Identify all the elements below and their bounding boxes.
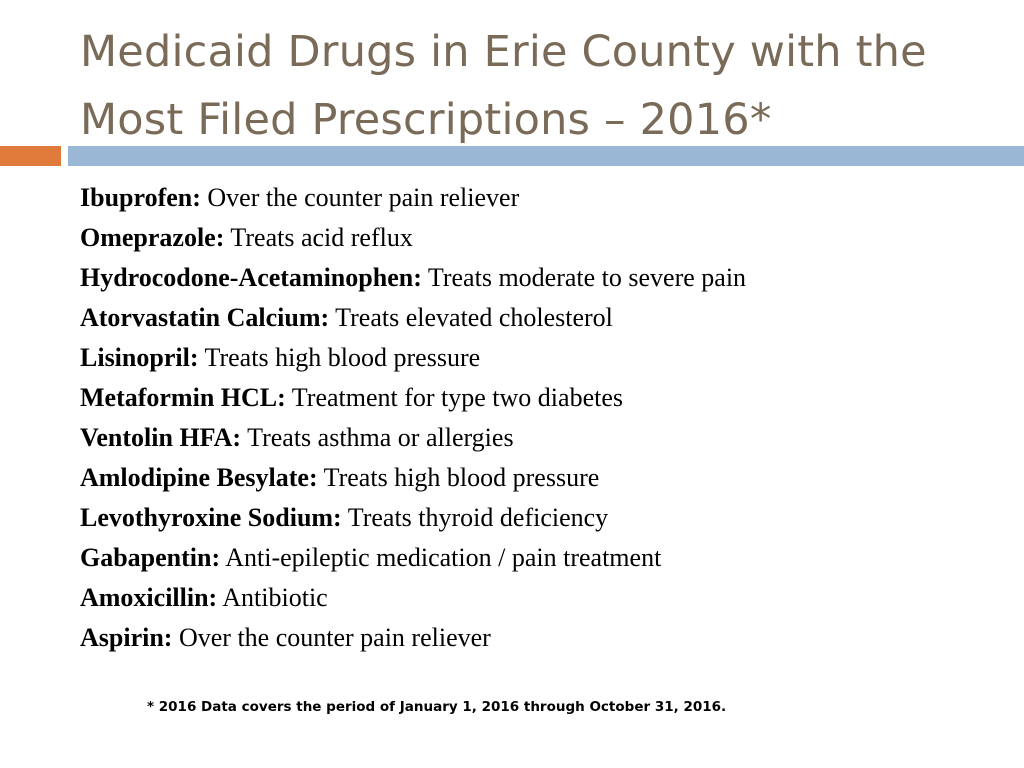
drug-name: Atorvastatin Calcium:: [80, 303, 330, 332]
drug-item: Aspirin: Over the counter pain reliever: [80, 618, 746, 658]
drug-description: Treats thyroid deficiency: [341, 503, 609, 532]
drug-name: Lisinopril:: [80, 343, 199, 372]
drug-list: Ibuprofen: Over the counter pain relieve…: [80, 178, 746, 658]
drug-description: Treats elevated cholesterol: [329, 303, 613, 332]
slide-title: Medicaid Drugs in Erie County with the Mo…: [80, 18, 1010, 154]
drug-item: Metaformin HCL: Treatment for type two d…: [80, 378, 746, 418]
drug-description: Treats high blood pressure: [317, 463, 600, 492]
drug-description: Over the counter pain reliever: [200, 183, 520, 212]
drug-name: Amlodipine Besylate:: [80, 463, 318, 492]
drug-item: Amlodipine Besylate: Treats high blood p…: [80, 458, 746, 498]
drug-item: Hydrocodone-Acetaminophen: Treats modera…: [80, 258, 746, 298]
drug-name: Ventolin HFA:: [80, 423, 242, 452]
drug-name: Amoxicillin:: [80, 583, 218, 612]
drug-description: Antibiotic: [217, 583, 328, 612]
drug-name: Omeprazole:: [80, 223, 225, 252]
drug-description: Treats high blood pressure: [198, 343, 481, 372]
drug-name: Hydrocodone-Acetaminophen:: [80, 263, 422, 292]
drug-item: Atorvastatin Calcium: Treats elevated ch…: [80, 298, 746, 338]
drug-name: Metaformin HCL:: [80, 383, 286, 412]
footnote: * 2016 Data covers the period of January…: [147, 699, 727, 715]
slide-title-line-2: Most Filed Prescriptions – 2016*: [80, 95, 772, 145]
drug-description: Treatment for type two diabetes: [285, 383, 623, 412]
drug-item: Gabapentin: Anti-epileptic medication / …: [80, 538, 746, 578]
drug-name: Aspirin:: [80, 623, 173, 652]
drug-description: Treats moderate to severe pain: [421, 263, 747, 292]
drug-description: Over the counter pain reliever: [172, 623, 491, 652]
drug-name: Gabapentin:: [80, 543, 221, 572]
accent-bar-orange: [0, 146, 61, 166]
drug-description: Treats asthma or allergies: [241, 423, 514, 452]
drug-item: Levothyroxine Sodium: Treats thyroid def…: [80, 498, 746, 538]
drug-item: Ibuprofen: Over the counter pain relieve…: [80, 178, 746, 218]
drug-name: Levothyroxine Sodium:: [80, 503, 342, 532]
drug-description: Treats acid reflux: [224, 223, 413, 252]
drug-description: Anti-epileptic medication / pain treatme…: [220, 543, 662, 572]
drug-item: Omeprazole: Treats acid reflux: [80, 218, 746, 258]
drug-item: Ventolin HFA: Treats asthma or allergies: [80, 418, 746, 458]
slide-title-line-1: Medicaid Drugs in Erie County with the: [80, 27, 927, 77]
drug-item: Lisinopril: Treats high blood pressure: [80, 338, 746, 378]
drug-name: Ibuprofen:: [80, 183, 201, 212]
drug-item: Amoxicillin: Antibiotic: [80, 578, 746, 618]
accent-bar-blue: [68, 146, 1024, 166]
